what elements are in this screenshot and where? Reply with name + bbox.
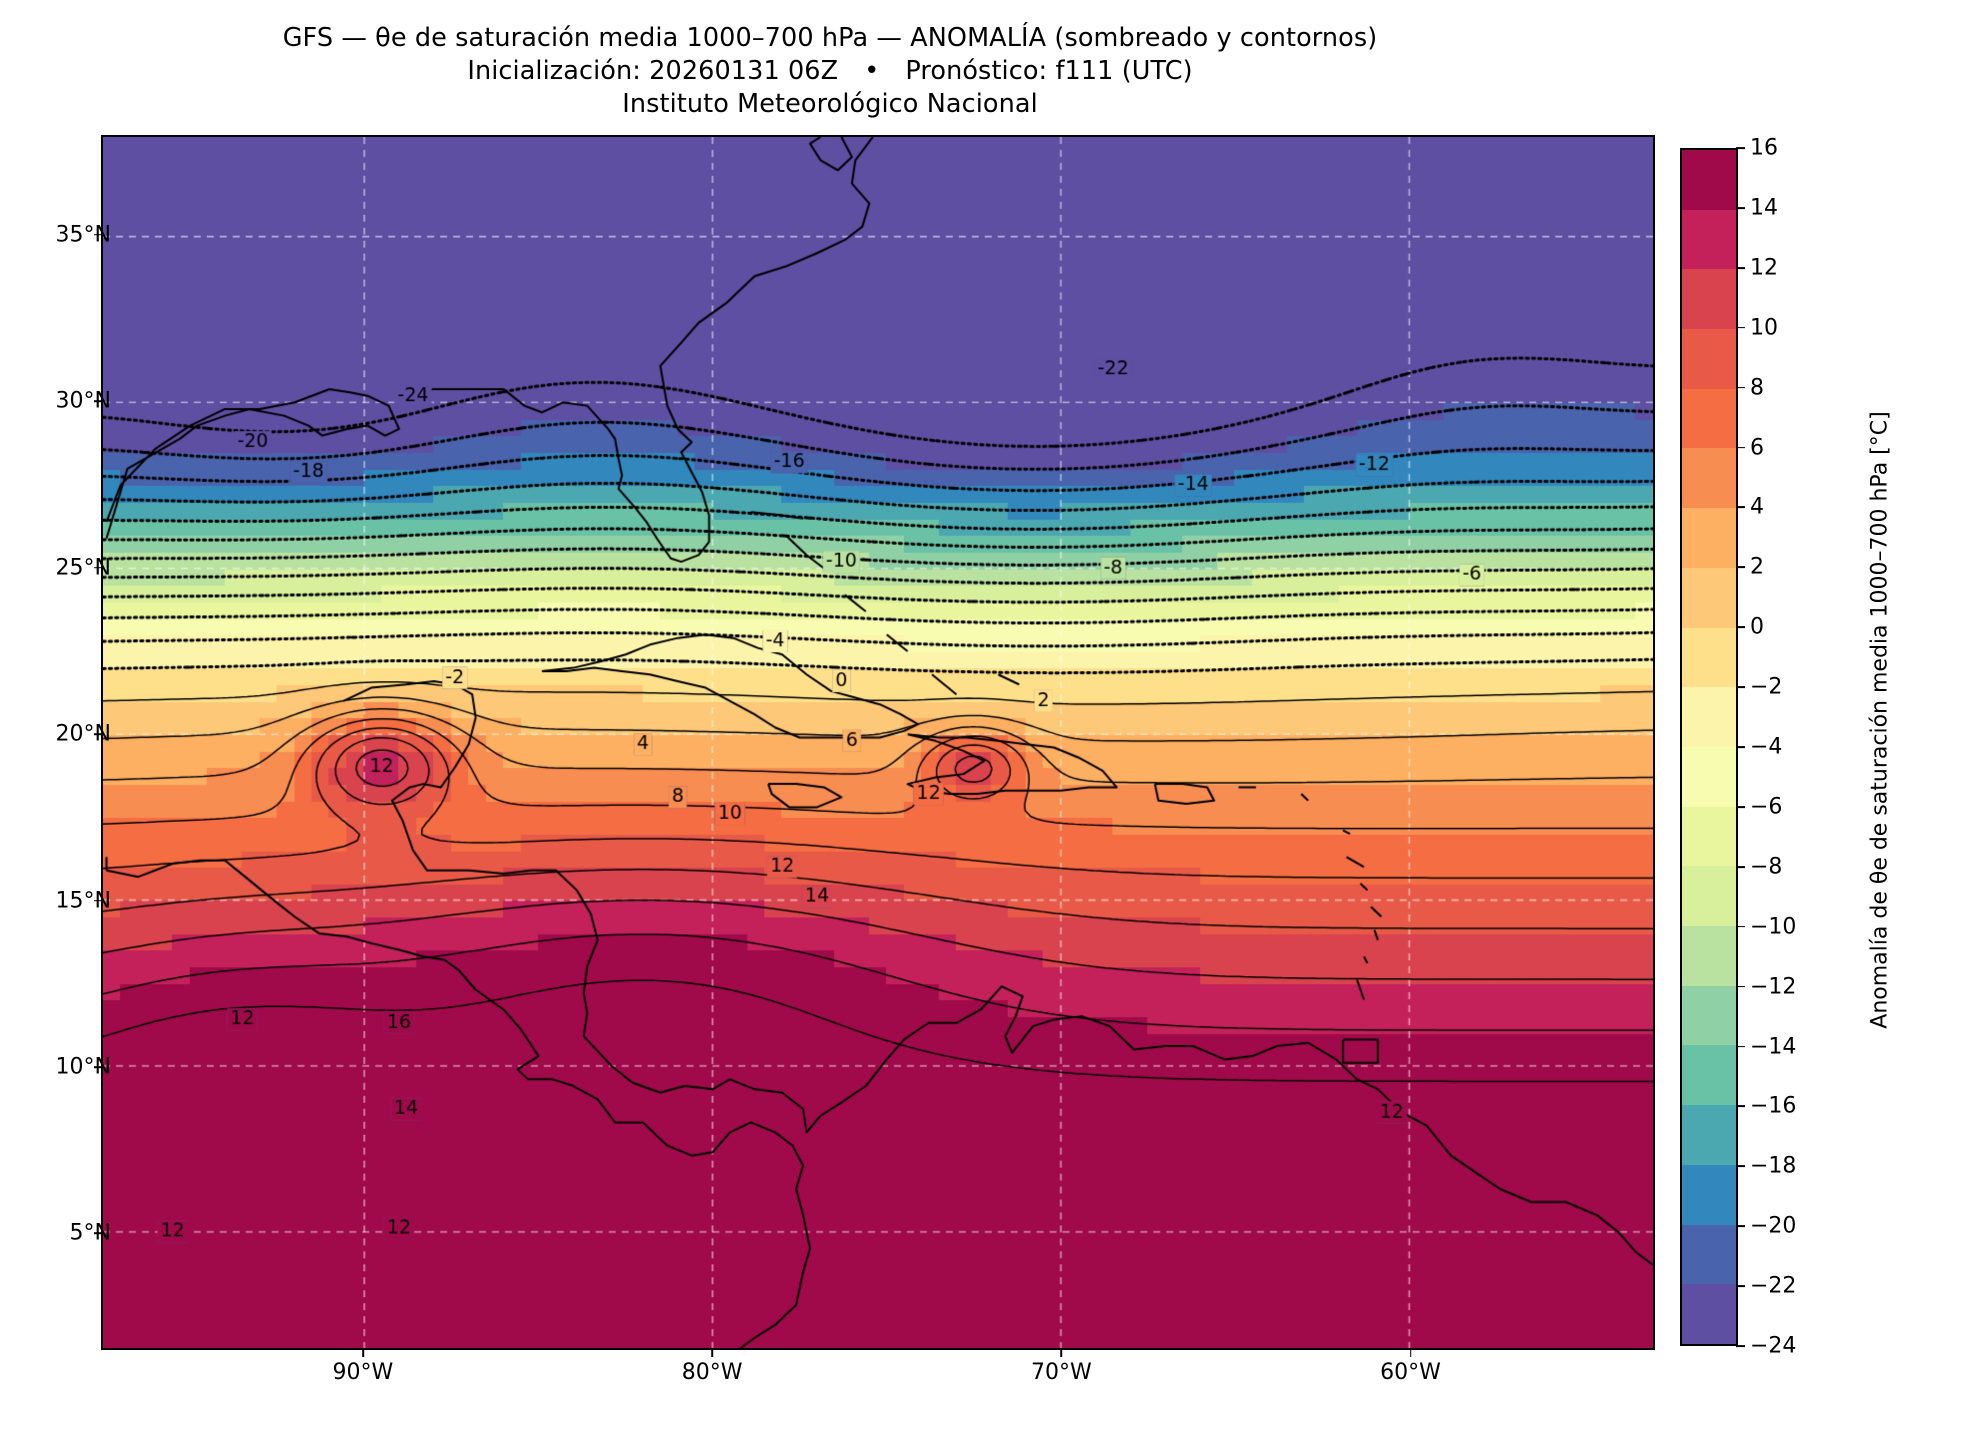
colorbar-band-1 (1682, 1224, 1736, 1285)
colorbar-band-7 (1682, 866, 1736, 927)
title-line-institution: Instituto Meteorológico Nacional (622, 89, 1038, 120)
colorbar-band-14 (1682, 448, 1736, 509)
latitude-tick-label: 25°N (55, 555, 111, 581)
colorbar-tick-mark (1736, 1045, 1745, 1048)
colorbar-tick-mark (1736, 1225, 1745, 1228)
anomaly-field-canvas (103, 137, 1653, 1348)
colorbar-tick-label: −8 (1750, 854, 1783, 880)
colorbar-band-4 (1682, 1045, 1736, 1106)
colorbar (1680, 148, 1738, 1346)
latitude-tick-label: 5°N (69, 1220, 111, 1246)
colorbar-band-8 (1682, 806, 1736, 867)
colorbar-band-3 (1682, 1105, 1736, 1165)
colorbar-tick-mark (1736, 206, 1745, 209)
latitude-tick-mark (94, 400, 101, 403)
longitude-tick-mark (362, 1350, 364, 1357)
colorbar-tick-label: −22 (1750, 1273, 1797, 1299)
chart-title-block: GFS — θe de saturación media 1000–700 hP… (0, 22, 1660, 121)
colorbar-tick-mark (1736, 1165, 1745, 1168)
colorbar-tick-label: −10 (1750, 914, 1797, 940)
colorbar-tick-mark (1736, 626, 1745, 629)
colorbar-tick-label: −18 (1750, 1153, 1797, 1179)
colorbar-tick-mark (1736, 266, 1745, 269)
longitude-tick-mark (1409, 1350, 1412, 1357)
colorbar-tick-label: 2 (1750, 554, 1764, 580)
longitude-tick-label: 80°W (681, 1360, 743, 1385)
colorbar-tick-label: 14 (1750, 195, 1778, 221)
colorbar-tick-label: 16 (1750, 135, 1778, 161)
longitude-tick-label: 70°W (1030, 1360, 1092, 1385)
colorbar-tick-mark (1736, 147, 1745, 149)
title-bullet: • (864, 56, 880, 87)
colorbar-band-10 (1682, 687, 1736, 747)
colorbar-tick-mark (1736, 446, 1745, 449)
colorbar-tick-mark (1736, 805, 1745, 808)
colorbar-band-5 (1682, 985, 1736, 1046)
colorbar-band-17 (1682, 269, 1736, 330)
colorbar-band-11 (1682, 627, 1736, 688)
colorbar-tick-mark (1736, 506, 1745, 509)
latitude-tick-mark (94, 234, 101, 236)
colorbar-tick-mark (1736, 386, 1745, 389)
title-line-main: GFS — θe de saturación media 1000–700 hP… (282, 23, 1378, 53)
colorbar-axis-label: Anomalía de θe de saturación media 1000–… (1867, 411, 1893, 1029)
colorbar-tick-mark (1736, 1345, 1745, 1347)
latitude-tick-label: 10°N (55, 1054, 111, 1080)
colorbar-band-16 (1682, 329, 1736, 389)
colorbar-tick-label: 6 (1750, 435, 1764, 460)
colorbar-tick-mark (1736, 566, 1745, 569)
colorbar-tick-label: 0 (1750, 614, 1764, 640)
longitude-tick-label: 60°W (1380, 1360, 1441, 1385)
colorbar-band-13 (1682, 508, 1736, 568)
longitude-tick-mark (1060, 1350, 1063, 1357)
colorbar-band-19 (1682, 149, 1736, 210)
colorbar-tick-label: −6 (1750, 794, 1783, 820)
latitude-tick-mark (94, 899, 101, 902)
colorbar-tick-label: 8 (1750, 375, 1764, 401)
title-line-run-info: Inicialización: 20260131 06Z • Pronóstico:… (0, 55, 1660, 88)
colorbar-tick-label: −24 (1750, 1333, 1797, 1359)
colorbar-tick-label: 12 (1750, 255, 1778, 281)
colorbar-tick-mark (1736, 746, 1745, 748)
colorbar-band-6 (1682, 926, 1736, 986)
colorbar-band-18 (1682, 209, 1736, 270)
colorbar-band-9 (1682, 746, 1736, 807)
colorbar-tick-label: −16 (1750, 1093, 1797, 1119)
latitude-tick-mark (94, 733, 101, 735)
colorbar-tick-label: −20 (1750, 1213, 1797, 1239)
colorbar-tick-mark (1736, 326, 1745, 329)
map-plot-area (101, 135, 1655, 1350)
colorbar-band-15 (1682, 388, 1736, 449)
colorbar-band-0 (1682, 1284, 1736, 1344)
latitude-tick-label: 15°N (55, 888, 111, 914)
latitude-tick-label: 30°N (55, 388, 111, 414)
colorbar-tick-mark (1736, 1105, 1745, 1108)
longitude-tick-mark (711, 1350, 713, 1357)
latitude-tick-label: 20°N (55, 721, 111, 747)
colorbar-tick-label: −2 (1750, 674, 1783, 700)
title-init: Inicialización: 20260131 06Z (467, 56, 839, 87)
colorbar-tick-label: −14 (1750, 1034, 1797, 1059)
colorbar-tick-label: 10 (1750, 315, 1778, 341)
colorbar-band-12 (1682, 567, 1736, 628)
colorbar-tick-mark (1736, 686, 1745, 688)
latitude-tick-mark (94, 566, 101, 569)
colorbar-tick-mark (1736, 865, 1745, 868)
latitude-tick-mark (94, 1066, 101, 1068)
title-forecast: Pronóstico: f111 (UTC) (905, 56, 1193, 87)
colorbar-band-2 (1682, 1164, 1736, 1225)
colorbar-tick-mark (1736, 925, 1745, 928)
colorbar-tick-label: −4 (1750, 734, 1783, 760)
longitude-tick-label: 90°W (332, 1360, 394, 1385)
latitude-tick-label: 35°N (55, 222, 111, 248)
colorbar-tick-label: 4 (1750, 494, 1764, 520)
colorbar-tick-mark (1736, 985, 1745, 988)
colorbar-container: −24 −22 −20 −18 −16 −14 −12 −10 −8 −6 −4 −2 0 2 4 6 8 10 1… (1680, 136, 1796, 1359)
latitude-tick-mark (94, 1232, 101, 1235)
colorbar-tick-mark (1736, 1285, 1745, 1287)
colorbar-tick-label: −12 (1750, 974, 1797, 1000)
